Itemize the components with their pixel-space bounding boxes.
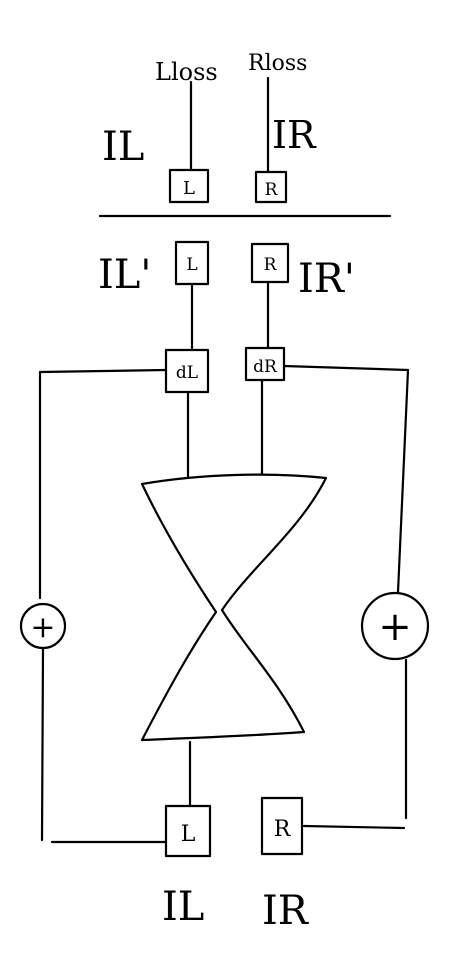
hourglass-network (140, 473, 328, 742)
top-box-right-label: R (265, 180, 279, 200)
top-image-left-label: IL (102, 124, 144, 170)
left-adder-label: + (30, 610, 55, 645)
mid-box-right-label: R (264, 255, 278, 275)
mid-image-right-label: IR' (298, 256, 355, 302)
right-adder-node (360, 591, 430, 661)
loss-right-label: Rloss (248, 51, 307, 76)
bottom-image-left-label: IL (162, 884, 204, 930)
mid-box-right (250, 242, 290, 284)
right-skip-upper-wire (396, 368, 410, 594)
mid-box-left-label: L (186, 255, 197, 275)
left-skip-lower-wire (40, 646, 45, 842)
top-image-right-label: IR (272, 113, 317, 157)
bottom-box-right (260, 796, 304, 856)
top-box-right (254, 170, 288, 204)
mid-image-left-label: IL' (98, 252, 151, 298)
delta-box-left-label: dL (176, 363, 198, 383)
loss-left-label: Lloss (155, 58, 218, 86)
left-skip-top-wire (38, 368, 168, 374)
right-skip-bottom-wire (302, 824, 406, 830)
bottom-box-left-label: L (181, 822, 196, 847)
bottom-box-left (164, 804, 212, 858)
right-skip-top-wire (282, 364, 410, 372)
bottom-image-right-label: IR (262, 888, 310, 934)
delta-box-right-label: dR (253, 357, 278, 377)
top-box-left-label: L (183, 178, 195, 199)
bottom-box-right-label: R (274, 817, 292, 842)
top-box-left (168, 168, 210, 204)
right-adder-label: + (378, 604, 412, 650)
delta-box-right (244, 346, 286, 382)
